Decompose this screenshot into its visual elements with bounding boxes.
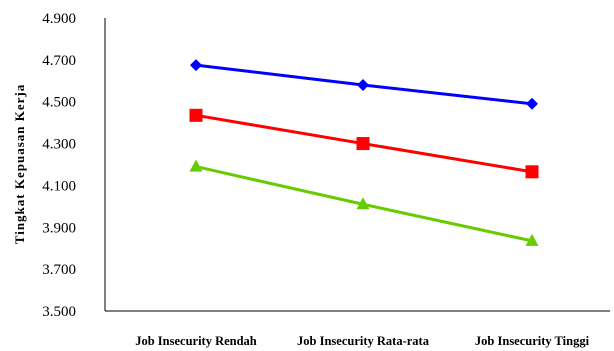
data-point-square — [356, 137, 370, 151]
x-category-labels: Job Insecurity Rendah Job Insecurity Rata… — [135, 334, 589, 348]
chart-axes — [104, 18, 610, 312]
x-category-label: Job Insecurity Tinggi — [475, 334, 590, 348]
series-2 — [189, 108, 539, 179]
y-tick-label: 4.300 — [42, 137, 76, 153]
data-point-diamond — [357, 78, 369, 91]
data-point-diamond — [190, 59, 202, 72]
data-point-square — [525, 165, 539, 179]
y-tick-labels: 3.500 3.700 3.900 4.100 4.300 4.500 4.700 4.900 — [42, 11, 76, 320]
series-3 — [189, 159, 539, 246]
y-tick-label: 4.500 — [42, 95, 76, 111]
x-category-label: Job Insecurity Rendah — [135, 334, 257, 348]
data-point-triangle — [525, 233, 539, 246]
y-tick-label: 4.100 — [42, 178, 76, 194]
y-tick-label: 3.900 — [42, 220, 76, 236]
data-point-diamond — [526, 97, 538, 110]
y-tick-label: 3.500 — [42, 304, 76, 320]
series-layer — [189, 59, 539, 246]
series-1 — [190, 59, 538, 110]
y-tick-label: 3.700 — [42, 262, 76, 278]
data-point-square — [189, 108, 203, 122]
x-category-label: Job Insecurity Rata-rata — [297, 334, 430, 348]
y-tick-label: 4.900 — [42, 11, 76, 27]
y-tick-label: 4.700 — [42, 53, 76, 69]
data-point-triangle — [356, 197, 370, 210]
y-axis-title: Tingkat Kepuasan Kerja — [12, 84, 27, 244]
data-point-triangle — [189, 159, 203, 172]
